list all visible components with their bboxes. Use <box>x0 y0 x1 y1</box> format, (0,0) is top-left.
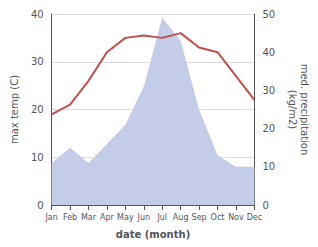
svg-text:May: May <box>117 213 134 222</box>
svg-text:Feb: Feb <box>63 213 77 222</box>
svg-text:med. precipitation: med. precipitation <box>299 64 310 156</box>
svg-text:50: 50 <box>262 9 275 20</box>
svg-text:20: 20 <box>31 104 44 115</box>
svg-text:Mar: Mar <box>81 213 97 222</box>
svg-text:40: 40 <box>262 47 275 58</box>
svg-text:date (month): date (month) <box>116 229 190 240</box>
svg-text:0: 0 <box>37 200 43 211</box>
svg-text:30: 30 <box>262 85 275 96</box>
svg-text:(kg/m2): (kg/m2) <box>287 90 298 130</box>
svg-text:Aug: Aug <box>173 213 189 222</box>
svg-text:Jan: Jan <box>44 213 57 222</box>
svg-text:Oct: Oct <box>211 213 225 222</box>
svg-text:10: 10 <box>262 161 275 172</box>
svg-text:0: 0 <box>262 200 268 211</box>
svg-text:Sep: Sep <box>192 213 207 222</box>
svg-text:30: 30 <box>31 56 44 67</box>
svg-text:Apr: Apr <box>100 213 115 222</box>
svg-text:40: 40 <box>31 9 44 20</box>
svg-text:max temp (C): max temp (C) <box>9 75 20 144</box>
svg-text:Jul: Jul <box>156 213 167 222</box>
svg-text:Jun: Jun <box>137 213 151 222</box>
svg-text:Dec: Dec <box>247 213 262 222</box>
svg-text:20: 20 <box>262 123 275 134</box>
svg-text:10: 10 <box>31 152 44 163</box>
svg-text:Nov: Nov <box>228 213 244 222</box>
